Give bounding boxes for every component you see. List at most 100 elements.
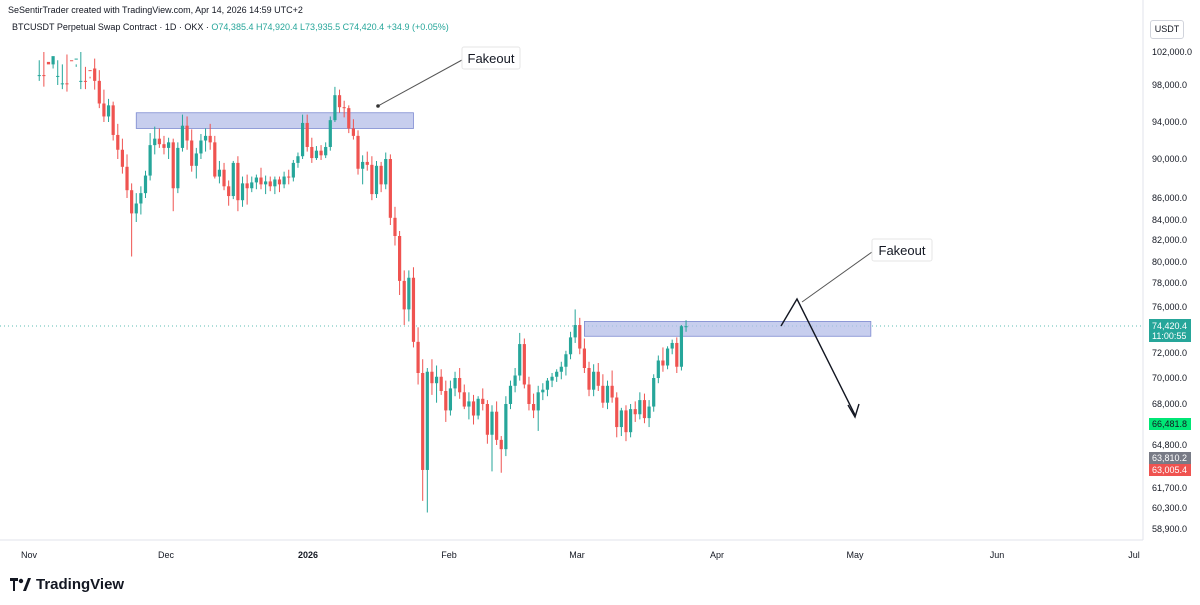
price-axis-label: 68,000.0	[1152, 399, 1187, 409]
candle	[102, 89, 106, 122]
candle-body	[162, 144, 166, 148]
candle	[342, 100, 346, 118]
time-axis-label: Jul	[1128, 550, 1140, 560]
candle	[411, 267, 416, 348]
candle-body	[310, 146, 314, 159]
candle-body	[319, 150, 323, 156]
candle-body	[116, 134, 120, 150]
candle-body	[46, 61, 51, 65]
candle	[106, 98, 111, 122]
candlestick-series	[37, 52, 688, 513]
projection-path	[780, 297, 856, 416]
time-axis-label: Dec	[158, 550, 175, 560]
candle-body	[148, 145, 152, 176]
candle	[277, 176, 282, 193]
candle	[656, 355, 660, 384]
fakeout-1-label: Fakeout	[468, 51, 515, 66]
fakeout-2-callout: Fakeout	[871, 238, 933, 262]
candle	[347, 105, 351, 134]
close-value: C74,420.4	[342, 22, 385, 32]
candle-body	[236, 162, 240, 201]
candle-body	[333, 95, 337, 121]
currency-button[interactable]: USDT	[1150, 20, 1184, 39]
price-badge-red: 63,005.4	[1149, 464, 1191, 476]
candle	[522, 338, 526, 389]
candle-body	[296, 156, 300, 163]
candle-body	[458, 378, 462, 393]
candle-body	[453, 378, 457, 389]
time-axis-label: Feb	[441, 550, 457, 560]
candle-body	[527, 384, 531, 404]
time-axis-label: May	[846, 550, 864, 560]
candle	[171, 138, 175, 212]
candle	[351, 119, 355, 140]
candle	[439, 369, 443, 395]
price-axis-label: 60,300.0	[1152, 503, 1187, 513]
candle	[134, 193, 138, 222]
candle-body	[130, 190, 134, 214]
candle	[314, 146, 319, 160]
candle	[203, 128, 208, 152]
candle	[46, 61, 51, 65]
candle	[356, 130, 360, 175]
candle-body	[675, 342, 679, 367]
price-axis-label: 98,000.0	[1152, 80, 1187, 90]
candle	[545, 378, 550, 397]
candle-body	[596, 371, 600, 386]
price-badges: 74,420.411:00:55 66,481.8 63,810.2 63,005.4	[1149, 319, 1191, 476]
tradingview-logo[interactable]: TradingView	[10, 576, 124, 593]
current-price-value: 74,420.4	[1152, 321, 1187, 331]
candle	[407, 270, 411, 322]
candle-body	[157, 138, 161, 145]
symbol-name[interactable]: BTCUSDT Perpetual Swap Contract · 1D · O…	[12, 22, 204, 32]
candle-body	[111, 105, 115, 135]
candle	[227, 180, 231, 206]
candle	[629, 404, 633, 438]
candle-body	[208, 135, 212, 143]
candle	[259, 167, 263, 190]
candle-body	[444, 391, 448, 411]
candle-body	[578, 325, 582, 349]
candle-body	[661, 360, 665, 366]
candle-body	[582, 348, 586, 368]
candle	[610, 370, 614, 403]
candle	[190, 129, 194, 172]
current-price-badge: 74,420.411:00:55	[1149, 319, 1191, 342]
candle	[642, 393, 647, 424]
candle-body	[550, 376, 554, 381]
candle-body	[601, 385, 605, 403]
candle-body	[203, 135, 208, 141]
price-badge-red-bg	[1149, 464, 1191, 476]
brand-name: TradingView	[36, 576, 125, 593]
candle-body	[619, 410, 623, 428]
candle-body	[171, 142, 175, 189]
candle-body	[605, 385, 610, 403]
candle-body	[504, 404, 508, 450]
candle	[504, 396, 508, 457]
current-price-badge-bg	[1149, 319, 1191, 342]
candle	[430, 359, 434, 395]
candle-body	[647, 406, 651, 419]
candle-body	[416, 341, 420, 373]
candle-body	[74, 58, 78, 60]
time-axis-label: Apr	[710, 550, 724, 560]
candle-body	[291, 162, 295, 178]
candle	[444, 380, 448, 422]
candle-body	[217, 169, 222, 177]
candle	[213, 135, 217, 179]
candle	[65, 54, 69, 92]
price-axis-label: 90,000.0	[1152, 154, 1187, 164]
candle	[448, 380, 453, 416]
candle	[139, 186, 143, 215]
candle-body	[314, 150, 319, 159]
candle-body	[388, 159, 392, 218]
time-axis-label: Mar	[569, 550, 585, 560]
candle	[536, 385, 540, 431]
candle-body	[134, 203, 138, 214]
candle-body	[665, 348, 670, 366]
candle	[495, 401, 499, 445]
price-axis-label: 64,800.0	[1152, 440, 1187, 450]
candle-body	[37, 75, 41, 77]
price-axis-label: 72,000.0	[1152, 348, 1187, 358]
